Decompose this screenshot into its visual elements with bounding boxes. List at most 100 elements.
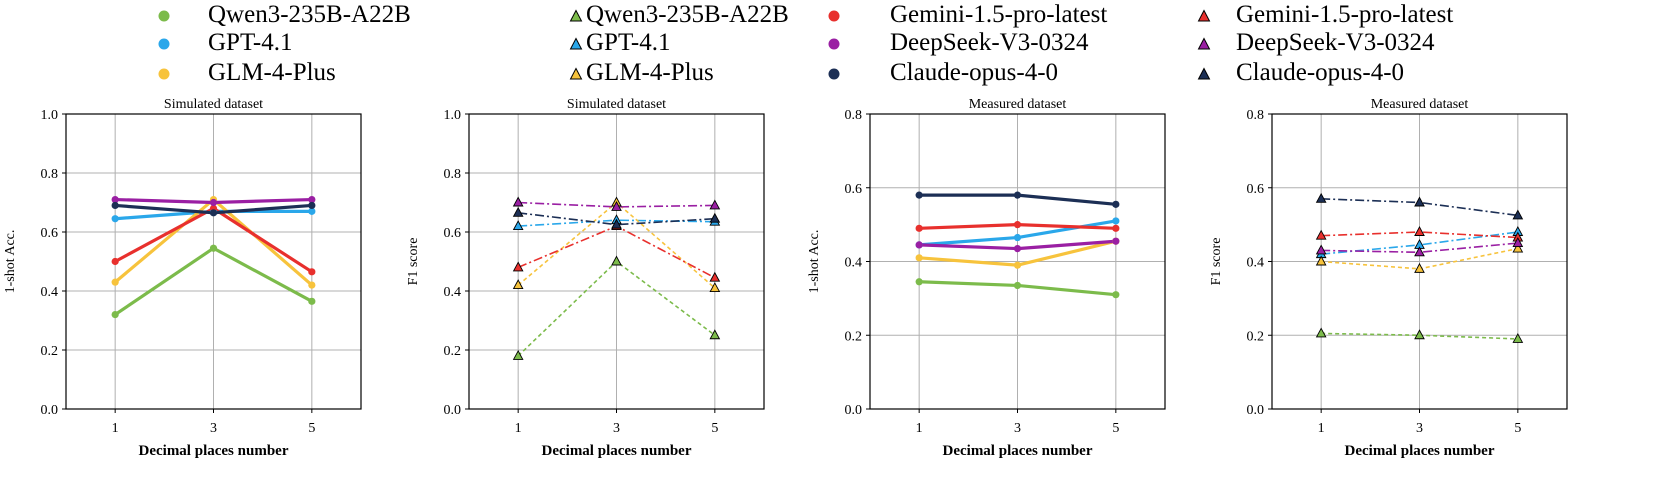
data-point-gpt-4-1 [512,220,524,231]
x-tick-label: 5 [711,421,718,436]
triangle-marker-icon [1197,9,1211,22]
y-tick-label: 0.6 [1247,182,1265,197]
data-point-qwen3-235b-a22b [611,255,622,266]
data-point-deepseek-v3-0324 [1414,246,1425,257]
x-tick-label: 3 [1416,421,1423,436]
data-point-glm-4-plus [1414,262,1425,273]
data-point-deepseek-v3-0324 [611,200,622,211]
x-tick-label: 1 [916,421,923,436]
y-tick-label: 0.2 [1247,329,1265,344]
triangle-marker-icon [1197,67,1211,80]
chart-title: Measured dataset [969,97,1067,112]
data-point-claude-opus-4-0 [1315,192,1327,203]
data-point-claude-opus-4-0 [611,218,622,229]
x-tick-label: 3 [210,421,217,436]
legend-label-qwen3-235b-a22b: Qwen3-235B-A22B [586,1,789,28]
data-point-deepseek-v3-0324 [209,198,218,207]
data-point-deepseek-v3-0324 [1315,244,1327,255]
y-tick-label: 0.8 [444,167,462,182]
y-tick-label: 0.8 [41,167,59,182]
chart-title: Simulated dataset [164,97,263,112]
data-point-glm-4-plus [1013,261,1022,269]
data-point-claude-opus-4-0 [308,201,316,210]
data-point-gemini-1-5-pro-latest [1112,224,1120,232]
data-point-gemini-1-5-pro-latest [111,257,119,266]
data-point-gemini-1-5-pro-latest [512,261,524,272]
y-axis-label: 1-shot Acc. [3,230,18,294]
data-point-claude-opus-4-0 [1013,191,1022,199]
y-tick-label: 0.2 [41,344,59,359]
y-tick-label: 1.0 [41,108,59,123]
y-tick-label: 0.0 [1247,403,1265,418]
y-tick-label: 0.6 [845,182,863,197]
x-axis-label: Decimal places number [943,443,1093,459]
x-tick-label: 1 [112,421,119,436]
data-point-qwen3-235b-a22b [1512,332,1524,343]
data-point-gpt-4-1 [1112,217,1120,225]
y-tick-label: 0.4 [1247,256,1265,271]
data-point-qwen3-235b-a22b [1013,281,1022,290]
data-point-glm-4-plus [709,282,721,292]
legend-label-gpt-4-1: GPT-4.1 [208,29,293,56]
legend: Qwen3-235B-A22B GPT-4.1 GLM-4-Plus Qwen3-23… [0,0,1663,96]
x-tick-label: 3 [613,421,620,436]
data-point-gemini-1-5-pro-latest [709,271,721,282]
y-tick-label: 0.2 [845,329,863,344]
circle-marker-icon [158,10,170,22]
data-point-glm-4-plus [111,278,119,286]
data-point-claude-opus-4-0 [709,212,721,223]
x-tick-label: 5 [1112,421,1119,436]
legend-label-deepseek-v3-0324: DeepSeek-V3-0324 [1236,29,1435,56]
legend-label-qwen3-235b-a22b: Qwen3-235B-A22B [208,1,411,28]
data-point-claude-opus-4-0 [1512,209,1524,220]
y-tick-label: 1.0 [444,108,462,123]
data-point-gemini-1-5-pro-latest [308,268,316,276]
data-point-gpt-4-1 [1013,233,1022,242]
legend-label-gemini-1-5-pro-latest: Gemini-1.5-pro-latest [890,1,1108,28]
data-point-glm-4-plus [1315,255,1327,266]
data-point-deepseek-v3-0324 [111,195,119,204]
x-axis-label: Decimal places number [139,443,289,459]
y-tick-label: 0.2 [444,344,462,359]
legend-label-gpt-4-1: GPT-4.1 [586,29,671,56]
data-point-gemini-1-5-pro-latest [1414,226,1425,236]
chart-panel-4: 0.0 0.2 0.4 0.6 0.8 1 3 5 Measured dataset Decima… [1209,97,1568,459]
data-point-deepseek-v3-0324 [512,196,524,207]
x-axis-label: Decimal places number [542,443,692,459]
triangle-marker-icon [569,67,583,80]
circle-marker-icon [158,68,170,80]
y-tick-label: 0.6 [444,226,462,241]
circle-marker-icon [828,10,840,22]
data-point-gpt-4-1 [111,215,119,223]
data-point-glm-4-plus [308,281,316,289]
x-tick-label: 1 [1318,421,1325,436]
data-point-deepseek-v3-0324 [709,199,721,210]
data-point-gpt-4-1 [308,207,316,215]
data-point-qwen3-235b-a22b [1414,329,1425,340]
data-point-qwen3-235b-a22b [209,244,218,252]
data-point-qwen3-235b-a22b [1112,291,1120,299]
chart-panel-2: 0.0 0.2 0.4 0.6 0.8 1.0 1 3 5 Simulated dataset De… [406,97,765,459]
data-point-claude-opus-4-0 [1414,196,1425,207]
y-tick-label: 0.4 [41,285,59,300]
x-axis-label: Decimal places number [1345,443,1495,459]
data-point-deepseek-v3-0324 [308,195,316,204]
data-point-qwen3-235b-a22b [512,349,524,360]
triangle-marker-icon [1197,37,1211,50]
y-tick-label: 0.0 [444,403,462,418]
data-point-claude-opus-4-0 [512,206,524,217]
data-point-qwen3-235b-a22b [709,329,721,340]
plot-frame [468,113,765,410]
y-axis-label: 1-shot Acc. [807,230,822,294]
data-point-gemini-1-5-pro-latest [915,224,923,232]
legend-label-claude-opus-4-0: Claude-opus-4-0 [890,59,1059,86]
y-tick-label: 0.8 [845,108,863,123]
triangle-marker-icon [569,37,583,50]
data-point-gemini-1-5-pro-latest [1013,221,1022,229]
data-point-glm-4-plus [915,254,923,262]
legend-label-glm-4-plus: GLM-4-Plus [208,59,336,86]
circle-marker-icon [828,38,840,50]
data-point-qwen3-235b-a22b [308,297,316,305]
y-tick-label: 0.6 [41,226,59,241]
